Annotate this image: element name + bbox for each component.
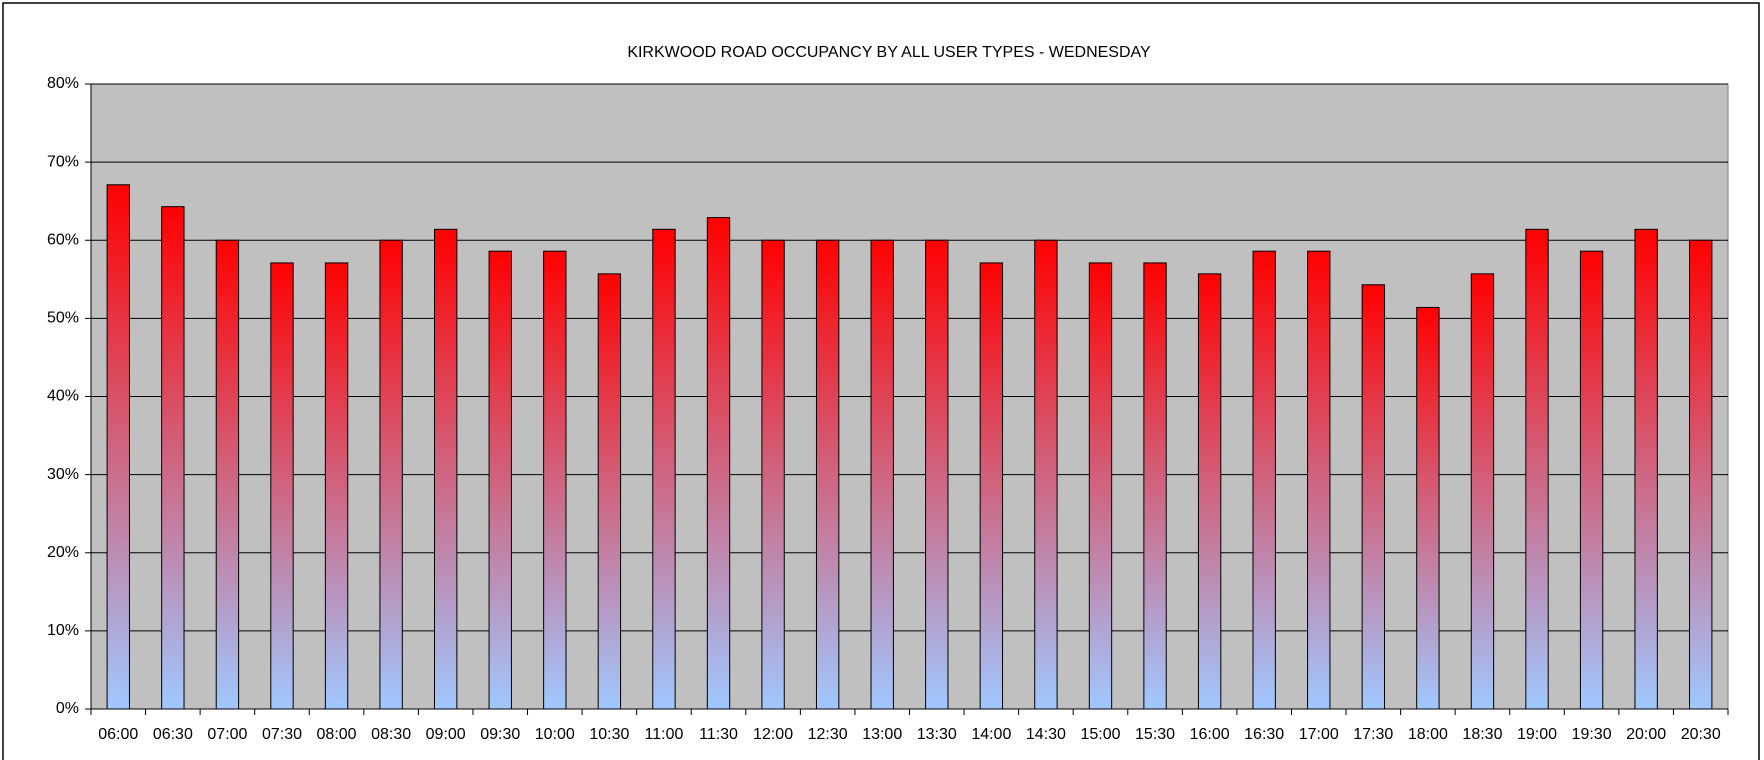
bar [1689, 239, 1713, 710]
bar [1143, 262, 1167, 710]
bar [488, 250, 512, 710]
x-tick-label: 07:00 [207, 726, 247, 743]
x-tick-label: 11:00 [645, 726, 684, 743]
bar [925, 239, 949, 710]
x-tick-label: 16:30 [1244, 726, 1284, 743]
x-tick-label: 13:30 [917, 726, 957, 743]
x-tick-label: 16:00 [1190, 726, 1230, 743]
bar [1525, 228, 1549, 710]
bar [215, 239, 240, 710]
x-tick-label: 17:30 [1353, 726, 1393, 743]
y-tick-label: 60% [47, 231, 79, 248]
bar [270, 262, 294, 710]
y-tick-label: 80% [47, 75, 79, 92]
bar [1579, 250, 1604, 710]
y-tick-label: 0% [56, 700, 79, 717]
x-tick-label: 14:00 [971, 726, 1011, 743]
bar [1416, 306, 1440, 710]
x-tick-label: 08:00 [317, 726, 357, 743]
x-tick-label: 13:00 [862, 726, 902, 743]
bar [543, 250, 567, 710]
y-tick-label: 70% [47, 153, 79, 170]
x-tick-label: 19:30 [1572, 726, 1612, 743]
x-tick-label: 10:00 [535, 726, 575, 743]
bar [706, 217, 731, 710]
bar [1252, 250, 1276, 710]
y-tick-label: 10% [47, 622, 79, 639]
bar [1034, 239, 1058, 710]
x-tick-label: 10:30 [589, 726, 629, 743]
x-tick-label: 15:00 [1080, 726, 1120, 743]
x-tick-label: 17:00 [1299, 726, 1339, 743]
bar [379, 239, 403, 710]
x-tick-label: 07:30 [262, 726, 302, 743]
x-tick-label: 14:30 [1026, 726, 1066, 743]
bar [1470, 273, 1495, 710]
bar [1361, 284, 1386, 710]
x-tick-label: 20:30 [1681, 726, 1721, 743]
x-tick-label: 12:00 [753, 726, 793, 743]
bar [161, 206, 185, 710]
x-tick-label: 08:30 [371, 726, 411, 743]
y-tick-label: 50% [47, 310, 79, 327]
bar [324, 262, 349, 710]
y-tick-label: 20% [47, 544, 79, 561]
x-tick-label: 09:00 [426, 726, 466, 743]
bar [1307, 250, 1331, 710]
bar [761, 239, 785, 710]
bar [870, 239, 894, 710]
bar [979, 262, 1004, 710]
x-tick-label: 18:30 [1462, 726, 1502, 743]
bar [433, 228, 458, 710]
chart-title: KIRKWOOD ROAD OCCUPANCY BY ALL USER TYPE… [627, 44, 1151, 61]
bar [106, 184, 130, 710]
bar [1088, 262, 1113, 710]
y-tick-label: 40% [47, 388, 79, 405]
x-tick-label: 15:30 [1135, 726, 1175, 743]
x-tick-label: 12:30 [808, 726, 848, 743]
x-tick-label: 11:30 [699, 726, 738, 743]
x-tick-label: 20:00 [1626, 726, 1666, 743]
x-tick-label: 19:00 [1517, 726, 1557, 743]
bar [1197, 273, 1222, 710]
bar [652, 228, 676, 710]
x-tick-label: 06:00 [98, 726, 138, 743]
bar [597, 273, 622, 710]
y-tick-label: 30% [47, 466, 79, 483]
x-tick-label: 09:30 [480, 726, 520, 743]
x-tick-label: 06:30 [153, 726, 193, 743]
bar [815, 239, 840, 710]
x-tick-label: 18:00 [1408, 726, 1448, 743]
bar [1634, 228, 1658, 710]
